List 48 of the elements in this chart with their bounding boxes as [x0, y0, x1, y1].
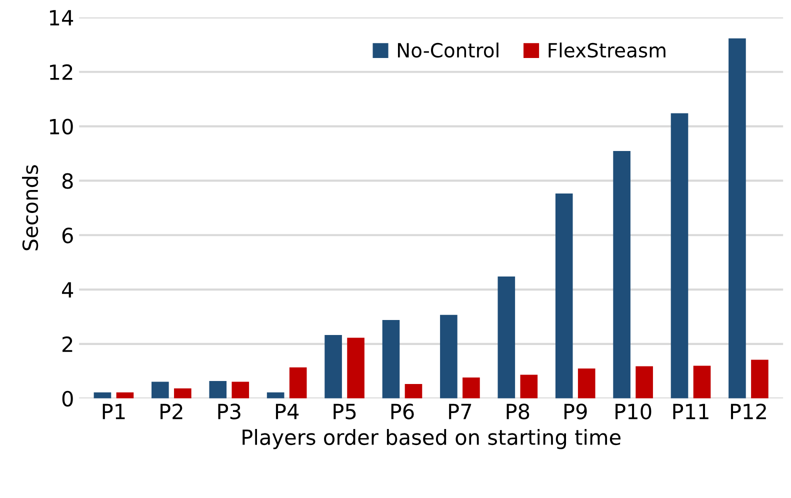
- bar: [209, 380, 227, 398]
- legend-label: FlexStreasm: [548, 42, 666, 58]
- bar: [728, 38, 746, 398]
- y-axis-title: Seconds: [22, 165, 38, 250]
- bar: [613, 151, 630, 398]
- y-tick-label: 12: [50, 64, 72, 80]
- bar: [555, 193, 573, 398]
- y-tick-label: 4: [62, 282, 74, 298]
- x-tick-label: P10: [616, 404, 652, 420]
- bar: [404, 384, 422, 398]
- y-tick-label: 10: [50, 118, 73, 134]
- y-tick-label: 0: [62, 390, 73, 407]
- legend-label: No-Control: [398, 42, 498, 58]
- x-tick-label: P5: [334, 404, 356, 420]
- bar: [440, 314, 458, 398]
- bar: [751, 360, 768, 398]
- bar: [152, 382, 169, 398]
- bar: [266, 392, 284, 398]
- bar: [636, 366, 653, 398]
- y-tick-label: 14: [50, 10, 74, 26]
- bar: [520, 374, 538, 398]
- bar: [232, 382, 250, 398]
- bar: [498, 276, 516, 398]
- x-tick-label: P1: [102, 404, 125, 420]
- x-axis-title: Players order based on starting time: [242, 428, 620, 450]
- x-tick-label: P2: [160, 404, 182, 420]
- bar: [693, 366, 711, 398]
- x-tick-label: P6: [391, 404, 414, 420]
- bar: [324, 334, 342, 398]
- bar: [382, 320, 400, 398]
- y-tick-label: 8: [62, 173, 73, 189]
- x-tick-label: P11: [673, 404, 708, 420]
- x-tick-label: P12: [730, 404, 766, 420]
- bar: [174, 388, 192, 398]
- bar: [462, 377, 480, 398]
- x-tick-label: P8: [506, 404, 530, 420]
- y-tick-label: 2: [62, 336, 72, 352]
- y-tick-label: 6: [62, 228, 73, 244]
- bar: [289, 367, 307, 398]
- bar: [116, 392, 134, 398]
- x-tick-label: P9: [564, 404, 587, 420]
- bar: [94, 392, 112, 398]
- bar: [578, 368, 596, 398]
- x-tick-label: P3: [218, 404, 240, 420]
- bar: [347, 338, 364, 398]
- x-tick-label: P4: [276, 404, 299, 420]
- bar: [670, 113, 688, 398]
- x-tick-label: P7: [449, 404, 472, 420]
